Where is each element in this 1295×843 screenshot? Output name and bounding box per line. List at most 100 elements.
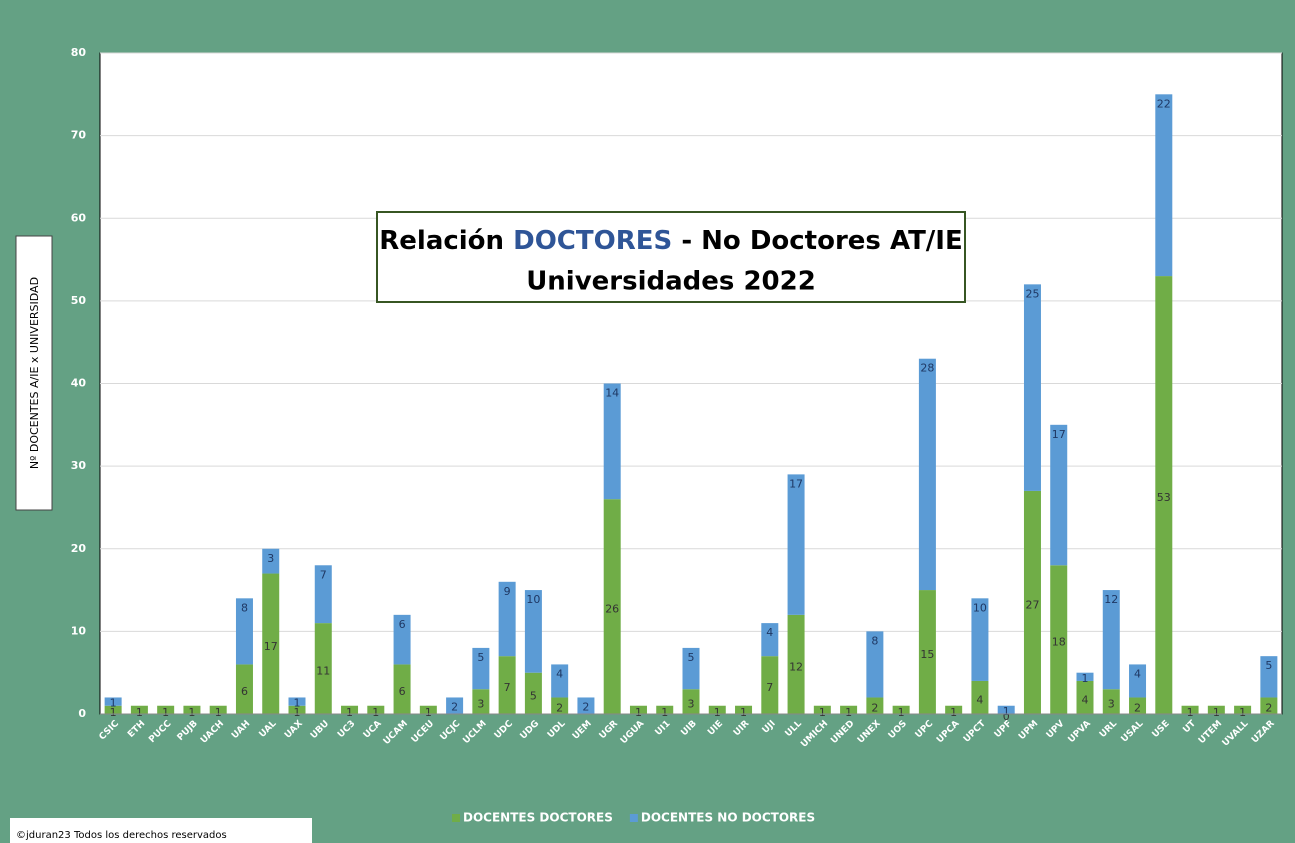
- data-label: 4: [1082, 693, 1089, 706]
- bar-segment: [997, 705, 1015, 714]
- bar-segment: [419, 705, 437, 714]
- bar-segment: [393, 664, 411, 714]
- data-label: 4: [766, 626, 773, 639]
- bar-segment: [682, 689, 700, 714]
- y-tick-label: 10: [71, 624, 87, 637]
- bar-segment: [498, 581, 516, 657]
- bar-segment: [1260, 697, 1278, 714]
- data-label: 1: [898, 706, 905, 719]
- data-label: 1: [1213, 706, 1220, 719]
- data-label: 3: [688, 698, 695, 711]
- bar-segment: [761, 623, 779, 657]
- data-label: 3: [1108, 698, 1115, 711]
- bar-segment: [104, 705, 122, 714]
- data-label: 6: [399, 618, 406, 631]
- data-label: 1: [661, 706, 668, 719]
- bar-segment: [840, 705, 858, 714]
- data-label: 1: [425, 706, 432, 719]
- bar-segment: [1076, 680, 1094, 714]
- data-label: 1: [346, 706, 353, 719]
- data-label: 1: [950, 706, 957, 719]
- data-label: 5: [688, 651, 695, 664]
- y-tick-label: 60: [71, 211, 87, 224]
- data-label: 18: [1052, 636, 1066, 649]
- y-tick-label: 40: [71, 377, 87, 390]
- y-tick-label: 20: [71, 542, 87, 555]
- data-label: 1: [1003, 705, 1010, 718]
- y-label-box: [15, 235, 53, 511]
- bar-segment: [918, 358, 936, 591]
- data-label: 1: [215, 706, 222, 719]
- title-part: DOCTORES: [513, 226, 672, 256]
- bar-segment: [945, 705, 963, 714]
- data-label: 8: [871, 634, 878, 647]
- bar-segment: [708, 705, 726, 714]
- bar-segment: [603, 383, 621, 500]
- data-label: 5: [477, 651, 484, 664]
- data-label: 22: [1157, 97, 1171, 110]
- data-label: 1: [1239, 706, 1246, 719]
- bar-segment: [656, 705, 674, 714]
- data-label: 14: [605, 387, 619, 400]
- bar-segment: [1181, 705, 1199, 714]
- bar-segment: [1129, 664, 1147, 698]
- data-label: 12: [789, 660, 803, 673]
- y-axis-label: Nº DOCENTES A/IE x UNIVERSIDAD: [28, 277, 41, 469]
- data-label: 12: [1104, 593, 1118, 606]
- data-label: 1: [740, 706, 747, 719]
- bar-segment: [682, 647, 700, 690]
- data-label: 2: [1134, 702, 1141, 715]
- legend-label: DOCENTES DOCTORES: [463, 811, 613, 825]
- bar-segment: [130, 705, 148, 714]
- bar-segment: [1155, 94, 1173, 277]
- legend-swatch: [452, 814, 460, 822]
- bar-segment: [262, 573, 280, 714]
- data-label: 11: [316, 665, 330, 678]
- footer-box: [10, 818, 312, 843]
- data-label: 10: [526, 593, 540, 606]
- data-label: 7: [766, 681, 773, 694]
- data-label: 1: [1082, 672, 1089, 685]
- bar-segment: [1076, 672, 1094, 681]
- title-part: - No Doctores AT/IE: [681, 226, 962, 256]
- bar-segment: [288, 697, 306, 706]
- data-label: 26: [605, 603, 619, 616]
- bar-segment: [1260, 656, 1278, 698]
- data-label: 9: [504, 585, 511, 598]
- bar-segment: [157, 705, 175, 714]
- data-label: 28: [920, 362, 934, 375]
- data-label: 1: [136, 706, 143, 719]
- data-label: 4: [556, 667, 563, 680]
- bar-segment: [629, 705, 647, 714]
- bar-segment: [787, 474, 805, 615]
- title-part: Relación: [379, 226, 504, 256]
- data-label: 7: [504, 681, 511, 694]
- chart-title: Relación DOCTORES - No Doctores AT/IE: [379, 226, 962, 256]
- data-label: 1: [110, 706, 117, 719]
- data-label: 25: [1025, 287, 1039, 300]
- bar-segment: [498, 656, 516, 714]
- legend-swatch: [629, 814, 638, 822]
- data-label: 1: [714, 706, 721, 719]
- bar-segment: [1102, 689, 1120, 714]
- data-label: 2: [871, 702, 878, 715]
- bar-segment: [288, 705, 306, 714]
- data-label: 3: [267, 552, 274, 565]
- bar-segment: [235, 664, 253, 714]
- legend: DOCENTES DOCTORES DOCENTES NO DOCTORES: [452, 811, 815, 825]
- bar-segment: [472, 647, 490, 690]
- bar-segment: [314, 565, 332, 624]
- bar-segment: [1155, 276, 1173, 714]
- data-label: 5: [1265, 659, 1272, 672]
- bar-segment: [551, 664, 569, 698]
- y-tick-label: 30: [71, 459, 87, 472]
- data-label: 3: [477, 698, 484, 711]
- bar-segment: [892, 705, 910, 714]
- bar-segment: [524, 590, 542, 673]
- y-tick-label: 50: [71, 294, 87, 307]
- data-label: 1: [294, 706, 301, 719]
- bar-segment: [1129, 697, 1147, 714]
- y-tick-label: 0: [78, 707, 86, 720]
- bar-segment: [209, 705, 227, 714]
